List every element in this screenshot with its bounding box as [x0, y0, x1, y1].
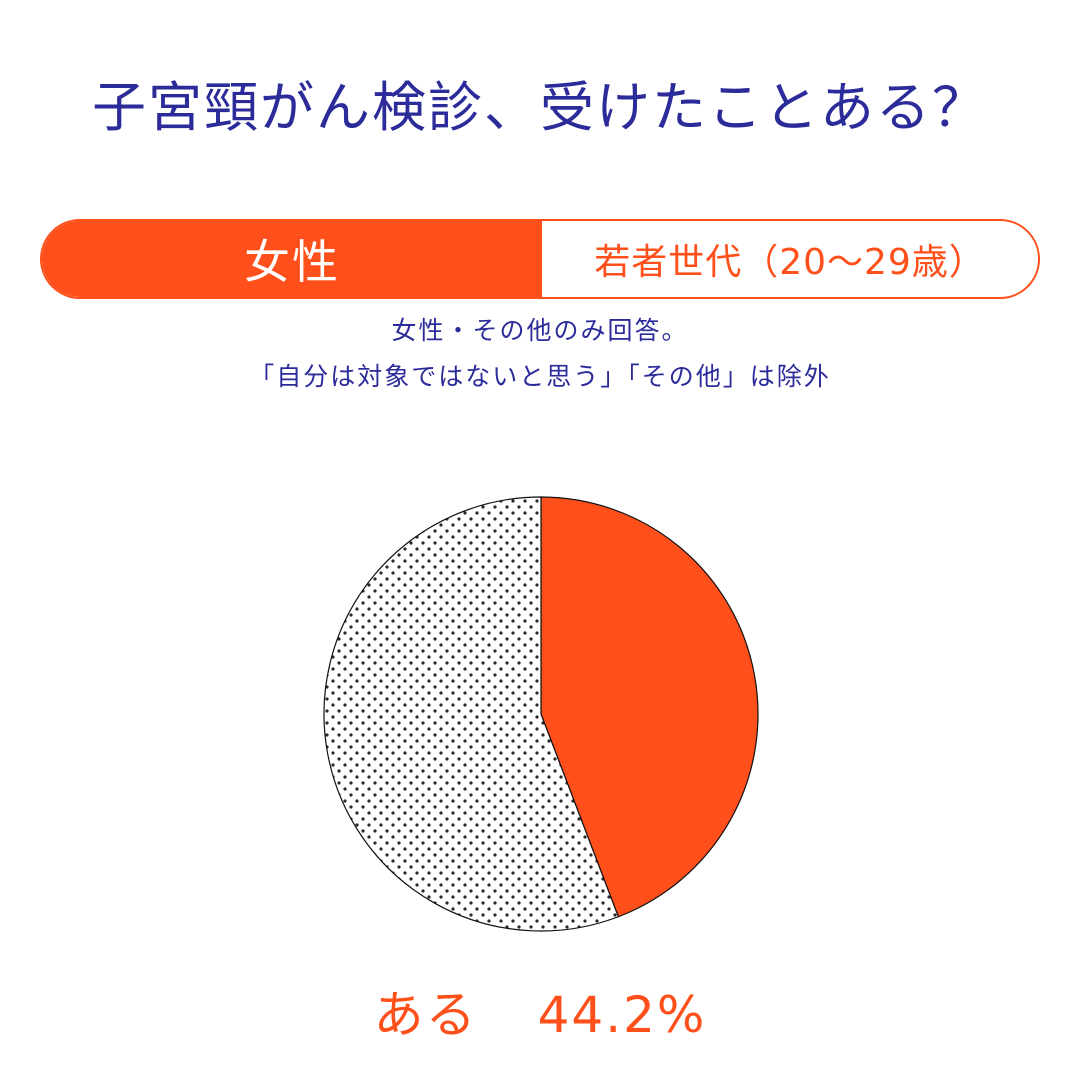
segment-tag: 女性 若者世代（20〜29歳）	[40, 219, 1040, 299]
result-percentage: 44.2%	[537, 986, 707, 1044]
age-group-label: 若者世代（20〜29歳）	[594, 242, 986, 283]
pie-slice-aru	[540, 496, 759, 918]
note-line-2: 「自分は対象ではないと思う」「その他」は除外	[249, 362, 831, 391]
result-category: ある	[373, 986, 478, 1044]
pie-slice-other	[323, 496, 620, 932]
result-label: ある 44.2%	[0, 975, 1080, 1047]
note-line-1: 女性・その他のみ回答。	[391, 316, 689, 345]
chart-title: 子宮頸がん検診、受けたことある？	[92, 76, 988, 139]
gender-label: 女性	[42, 221, 542, 297]
